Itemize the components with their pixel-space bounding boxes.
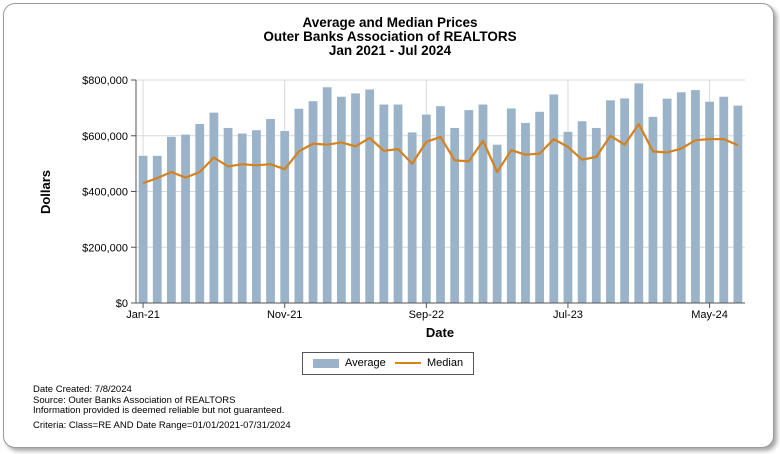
- y-tick-label: $800,000: [82, 75, 128, 87]
- bar-average: [492, 144, 502, 303]
- bar-average: [705, 101, 714, 304]
- bar-average: [294, 108, 304, 304]
- bar-average: [280, 131, 290, 303]
- y-tick-label: $0: [116, 298, 128, 310]
- bar-average: [478, 104, 488, 303]
- bar-average: [549, 94, 559, 304]
- date-created: Date Created: 7/8/2024: [33, 384, 132, 395]
- bar-average: [365, 89, 375, 303]
- bar-average: [167, 136, 176, 303]
- bar-average: [379, 104, 389, 303]
- bar-average: [407, 132, 417, 303]
- legend: Average Median: [302, 352, 474, 375]
- bar-average: [237, 133, 247, 303]
- bar-average: [351, 93, 360, 303]
- y-axis-label: Dollars: [38, 170, 53, 214]
- x-tick-labels: Jan-21 Nov-21 Sep-22 Jul-23 May-24: [126, 309, 728, 321]
- chart-title-line-1: Average and Median Prices: [302, 15, 478, 30]
- bar-average: [336, 96, 346, 303]
- bar-average: [266, 119, 275, 304]
- bar-average: [535, 111, 545, 303]
- chart-title-line-2: Outer Banks Association of REALTORS: [263, 29, 517, 44]
- legend-item-average: Average: [313, 357, 386, 369]
- legend-label-average: Average: [345, 357, 386, 369]
- x-tick-label: May-24: [691, 309, 728, 321]
- bar-average: [506, 108, 516, 304]
- footer-notes: Date Created: 7/8/2024 Source: Outer Ban…: [33, 384, 285, 417]
- bar-average: [436, 106, 445, 303]
- bar-average: [648, 116, 658, 303]
- bar-average: [464, 110, 474, 303]
- bar-average: [251, 130, 261, 303]
- x-axis-label: Date: [426, 325, 454, 340]
- y-tick-label: $400,000: [82, 187, 128, 199]
- x-tick-label: Nov-21: [267, 309, 302, 321]
- bar-average: [733, 105, 743, 304]
- criteria-note: Criteria: Class=RE AND Date Range=01/01/…: [33, 420, 291, 431]
- y-tick-labels: $0 $200,000 $400,000 $600,000 $800,000: [82, 75, 128, 310]
- bar-average: [322, 87, 332, 303]
- legend-swatch-median: [395, 362, 421, 364]
- bar-series-average: [138, 83, 743, 304]
- chart-title: Average and Median Prices Outer Banks As…: [0, 16, 780, 58]
- y-tick-label: $600,000: [82, 131, 128, 143]
- line-series-median: [142, 122, 739, 185]
- bar-average: [620, 98, 630, 304]
- legend-swatch-average: [313, 358, 339, 368]
- source-note: Source: Outer Banks Association of REALT…: [33, 394, 236, 406]
- chart-title-line-3: Jan 2021 - Jul 2024: [328, 43, 452, 58]
- bar-average: [691, 90, 700, 303]
- bar-average: [308, 101, 318, 303]
- x-tick-label: Sep-22: [409, 309, 444, 321]
- y-tick-label: $200,000: [82, 242, 128, 254]
- bar-average: [195, 124, 205, 303]
- bar-average: [152, 155, 162, 303]
- bar-average: [719, 96, 729, 303]
- legend-label-median: Median: [427, 357, 464, 369]
- bar-average: [634, 83, 644, 303]
- bar-average: [209, 112, 219, 304]
- bar-average: [662, 98, 672, 304]
- legend-item-median: Median: [395, 357, 463, 369]
- x-tick-label: Jan-21: [126, 309, 160, 321]
- bar-average: [181, 134, 190, 303]
- bar-average: [521, 122, 530, 304]
- bar-average: [676, 92, 686, 303]
- axes: [131, 79, 745, 308]
- bar-average: [591, 127, 601, 303]
- bar-average: [223, 127, 233, 303]
- bar-average: [563, 131, 573, 303]
- line-median: [142, 122, 739, 185]
- bar-average: [606, 100, 615, 303]
- x-tick-label: Jul-23: [553, 309, 583, 321]
- bar-average: [577, 121, 587, 303]
- bar-average: [450, 127, 460, 303]
- bar-average: [138, 155, 148, 303]
- bar-average: [421, 114, 431, 303]
- bar-average: [393, 104, 403, 303]
- disclaimer: Information provided is deemed reliable …: [33, 405, 285, 416]
